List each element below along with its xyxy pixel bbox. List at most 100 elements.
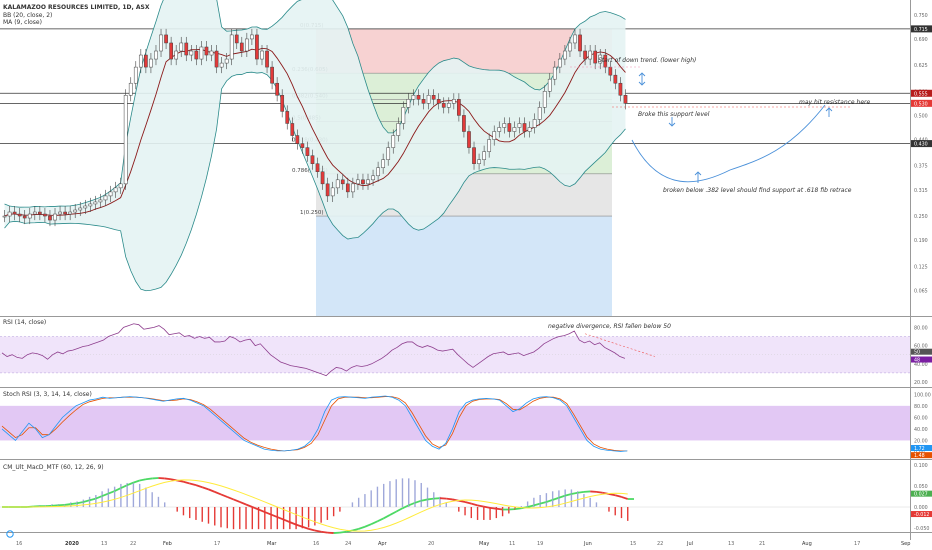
price-axis-tick: 0.065	[914, 289, 928, 295]
macd-line-segment	[270, 513, 278, 518]
candle	[446, 103, 451, 108]
candle	[451, 99, 456, 104]
fib-level-label: 1(0.250)	[300, 210, 324, 216]
price-axis-tick: 0.690	[914, 37, 928, 43]
candle	[340, 179, 345, 185]
macd-line-segment	[139, 478, 147, 482]
candle	[83, 205, 88, 209]
rsi-axis-tick: 20.00	[914, 380, 928, 386]
candle	[366, 179, 370, 185]
up-arrow-icon	[825, 107, 833, 117]
price-axis-tick: 0.500	[914, 113, 928, 119]
candle	[48, 215, 52, 221]
macd-line-segment	[571, 491, 578, 495]
macd-line-segment	[201, 486, 209, 491]
x-axis-tick: Jul	[686, 541, 693, 547]
candle	[502, 123, 507, 128]
annotation-text: negative divergence, RSI fallen below 50	[548, 323, 671, 330]
candle	[169, 42, 173, 60]
candle	[93, 201, 98, 205]
macd-line-segment	[471, 502, 478, 507]
candle	[204, 46, 209, 56]
x-axis-tick: 20	[428, 541, 434, 547]
candle	[98, 199, 103, 203]
macd-line-segment	[339, 530, 347, 534]
ma-line	[4, 47, 626, 217]
candle	[552, 66, 557, 80]
macd-line-segment	[614, 494, 622, 498]
candle	[305, 147, 310, 156]
candle	[194, 50, 199, 60]
candle	[351, 183, 355, 193]
macd-line-segment	[195, 484, 203, 489]
candle	[497, 127, 502, 132]
candle	[214, 50, 219, 68]
candle	[32, 211, 37, 215]
candle	[573, 34, 577, 44]
candle	[244, 38, 249, 52]
price-axis-tick: 0.625	[914, 63, 928, 69]
macd-line-segment	[64, 503, 71, 506]
x-axis-tick: 17	[854, 541, 860, 547]
price-axis-tick: 0.125	[914, 264, 928, 270]
candle	[391, 135, 396, 148]
candle	[260, 50, 264, 60]
candle	[421, 99, 426, 104]
candle	[527, 127, 532, 132]
bb-upper-line	[4, 0, 626, 208]
candle	[325, 183, 330, 197]
macd-line-segment	[189, 482, 197, 487]
macd-line-segment	[496, 507, 503, 511]
annotation-text: Broke this support level	[638, 111, 710, 118]
rsi-tag-label: 48	[914, 358, 920, 364]
price-axis-tick: 0.375	[914, 164, 928, 170]
candle	[557, 58, 562, 68]
x-axis-tick: 22	[657, 541, 663, 547]
macd-line-segment	[489, 506, 497, 510]
rsi-axis-tick: 60.00	[914, 344, 928, 350]
candle	[174, 50, 179, 60]
candle	[265, 50, 269, 68]
candle	[149, 58, 153, 68]
candle	[255, 34, 259, 60]
rsi-legend: RSI (14, close)	[3, 319, 47, 326]
stoch-axis-tick: 20.00	[914, 438, 928, 444]
macd-line-segment	[370, 520, 378, 526]
rsi-axis-tick: 40.00	[914, 362, 928, 368]
x-axis-tick: 16	[313, 541, 319, 547]
candle	[361, 179, 365, 185]
price-tag	[911, 99, 932, 107]
price-axis-tick: 0.750	[914, 13, 928, 19]
x-axis-tick: 21	[759, 541, 765, 547]
candle	[53, 213, 57, 221]
macd-line-segment	[596, 490, 603, 494]
candle	[416, 95, 421, 100]
price-axis-panel	[910, 0, 932, 550]
candle	[386, 147, 391, 160]
candle	[593, 50, 598, 64]
x-axis-tick: 24	[345, 541, 351, 547]
annotation-text: Start of down trend. (lower high)	[598, 57, 696, 64]
macd-line-segment	[289, 521, 297, 526]
candle	[563, 50, 567, 60]
macd-line-segment	[258, 508, 266, 513]
candle	[532, 119, 537, 128]
candle	[623, 95, 628, 104]
candle	[295, 135, 300, 144]
rsi-tag	[911, 348, 932, 355]
candle	[300, 143, 305, 148]
macd-line-segment	[120, 484, 128, 489]
macd-line-segment	[276, 516, 284, 521]
macd-line-segment	[208, 488, 216, 493]
macd-tag	[911, 490, 932, 497]
x-axis-tick: Apr	[378, 541, 388, 547]
bb-lower-line	[4, 71, 626, 292]
macd-line-segment	[264, 511, 272, 516]
price-axis-tick: 0.315	[914, 188, 928, 194]
candle	[537, 107, 542, 120]
x-axis-tick: Aug	[802, 541, 812, 547]
rsi-tag	[911, 356, 932, 363]
macd-legend: CM_Ult_MacD_MTF (60, 12, 26, 9)	[3, 464, 104, 471]
macd-line-segment	[483, 505, 491, 509]
candle	[22, 215, 27, 219]
